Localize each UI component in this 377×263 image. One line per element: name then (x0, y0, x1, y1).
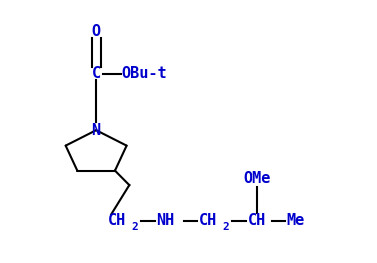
Text: OMe: OMe (244, 171, 271, 186)
Text: CH: CH (248, 213, 266, 229)
Text: NH: NH (156, 213, 175, 229)
Text: Me: Me (287, 213, 305, 229)
Text: CH: CH (199, 213, 217, 229)
Text: OBu-t: OBu-t (122, 66, 167, 81)
Text: 2: 2 (223, 222, 230, 232)
Text: O: O (92, 24, 101, 39)
Text: CH: CH (107, 213, 126, 229)
Text: N: N (92, 123, 101, 138)
Text: 2: 2 (131, 222, 138, 232)
Text: C: C (92, 66, 101, 81)
